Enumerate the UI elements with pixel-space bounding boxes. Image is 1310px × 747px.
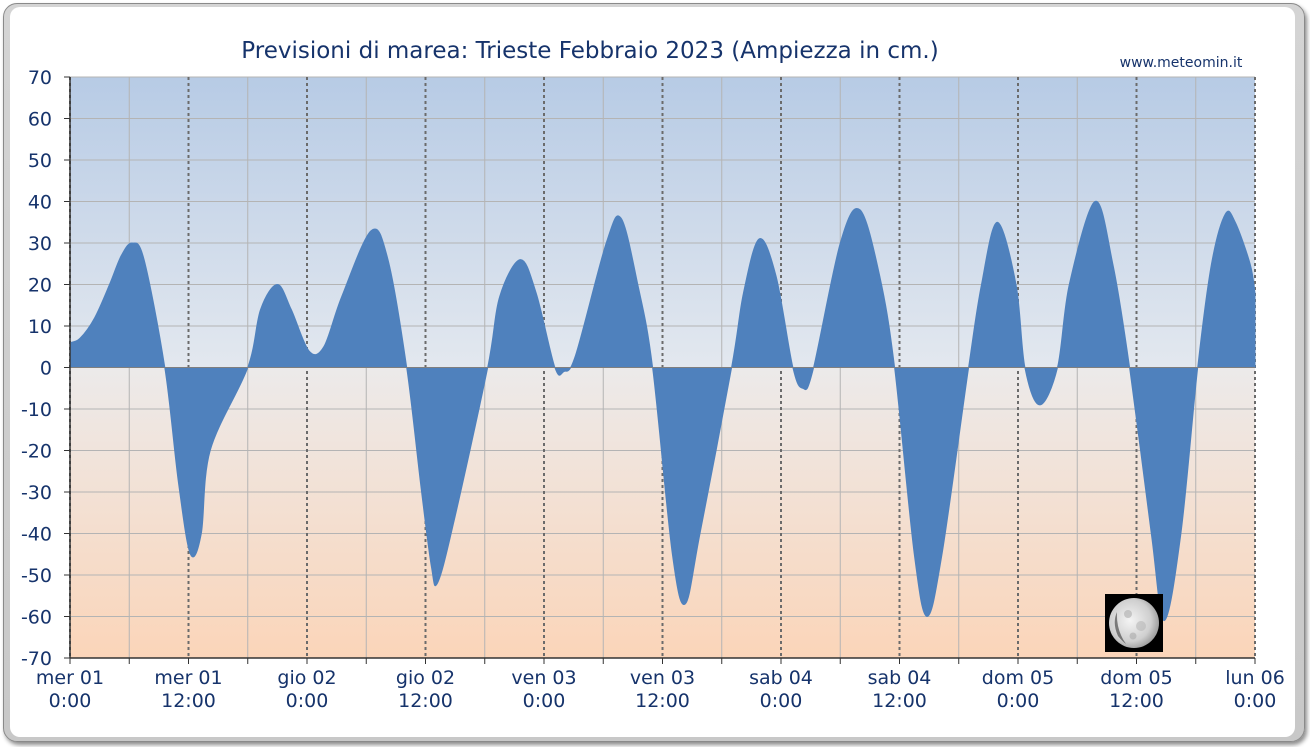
y-tick-label: 40 [28, 192, 52, 214]
x-tick-label-time: 0:00 [523, 690, 566, 712]
y-tick-label: -20 [21, 441, 52, 463]
y-tick-label: 0 [40, 358, 52, 380]
y-tick-label: 30 [28, 233, 52, 255]
y-tick-label: -30 [21, 482, 52, 504]
y-tick-label: 60 [28, 109, 52, 131]
x-tick-label-time: 0:00 [1234, 690, 1277, 712]
x-tick-label-time: 0:00 [760, 690, 803, 712]
x-tick-label-day: lun 06 [1225, 667, 1285, 689]
x-tick-label-day: dom 05 [982, 667, 1054, 689]
series-layer [69, 200, 1256, 622]
tide-area-series [69, 200, 1256, 622]
x-tick-label-day: mer 01 [36, 667, 104, 689]
x-tick-label-time: 12:00 [635, 690, 690, 712]
axes [64, 76, 1256, 664]
x-tick-label-day: ven 03 [630, 667, 695, 689]
x-tick-label-time: 0:00 [286, 690, 329, 712]
y-tick-label: -10 [21, 399, 52, 421]
x-tick-label-day: dom 05 [1100, 667, 1172, 689]
x-tick-label-time: 0:00 [997, 690, 1040, 712]
y-tick-label: 70 [28, 67, 52, 89]
x-tick-label-time: 0:00 [49, 690, 92, 712]
x-tick-label-day: gio 02 [396, 667, 455, 689]
x-tick-label-day: gio 02 [277, 667, 336, 689]
x-tick-label-day: mer 01 [154, 667, 222, 689]
x-tick-label-time: 12:00 [161, 690, 216, 712]
y-tick-label: 50 [28, 150, 52, 172]
y-tick-label: 20 [28, 275, 52, 297]
x-tick-label-day: sab 04 [749, 667, 813, 689]
x-tick-label-time: 12:00 [1109, 690, 1164, 712]
x-tick-label-day: sab 04 [868, 667, 932, 689]
waxing-gibbous-moon-icon [1105, 594, 1163, 652]
y-tick-labels: 70 60 50 40 30 20 10 0 -10 -20 -30 -40 -50 -60 -70 [21, 67, 52, 670]
x-tick-label-day: ven 03 [511, 667, 576, 689]
chart-title: Previsioni di marea: Trieste Febbraio 20… [241, 38, 938, 64]
y-tick-label: -40 [21, 524, 52, 546]
y-tick-label: -50 [21, 565, 52, 587]
x-tick-label-time: 12:00 [398, 690, 453, 712]
x-tick-label-time: 12:00 [872, 690, 927, 712]
y-tick-label: -70 [21, 648, 52, 670]
y-tick-label: 10 [28, 316, 52, 338]
source-label: www.meteomin.it [1120, 55, 1243, 71]
y-tick-label: -60 [21, 607, 52, 629]
